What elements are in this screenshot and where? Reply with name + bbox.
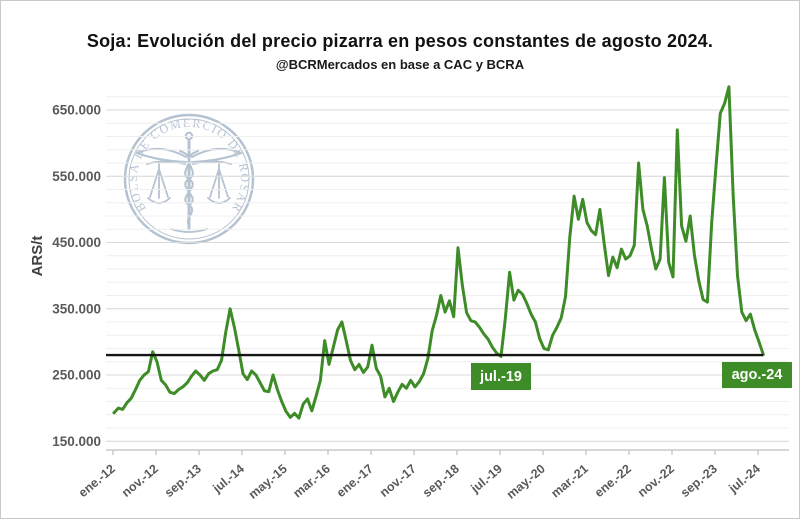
caduceus-snake-1	[179, 150, 194, 226]
callout-ago-24: ago.-24	[722, 362, 792, 388]
bcr-seal-watermark: BOLSA DE COMERCIO DE ROSARIO	[1, 1, 255, 245]
x-tick-label: mar.-16	[290, 462, 333, 501]
x-tick-label: may.-20	[504, 462, 548, 502]
caduceus-wing-left	[136, 147, 187, 163]
x-tick-label: ene.-22	[592, 462, 634, 500]
y-tick-label: 250.000	[52, 368, 101, 383]
y-tick-label: 350.000	[52, 301, 101, 316]
caduceus-icon	[136, 131, 242, 231]
x-tick-label: sep.-18	[420, 462, 462, 500]
x-tick-label: jul.-14	[209, 462, 246, 497]
y-tick-label: 150.000	[52, 434, 101, 449]
x-tick-label: may.-15	[246, 462, 290, 502]
seal-bottom-banner	[170, 228, 208, 233]
x-tick-label: jul.-24	[725, 462, 762, 497]
callout-jul-19: jul.-19	[471, 363, 531, 390]
x-tick-label: nov.-12	[119, 462, 161, 500]
x-tick-label: jul.-19	[467, 462, 504, 497]
x-tick-label: ene.-17	[334, 462, 376, 500]
scale-right-arms	[209, 163, 229, 199]
callout-jul-19-label: jul.-19	[480, 368, 522, 385]
x-tick-label: nov.-22	[635, 462, 677, 500]
y-tick-label: 550.000	[52, 169, 101, 184]
y-tick-label: 650.000	[52, 103, 101, 118]
caduceus-wing-right	[191, 147, 242, 163]
x-tick-label: nov.-17	[377, 462, 419, 500]
scale-left-arms	[149, 163, 169, 199]
x-tick-label: sep.-23	[678, 462, 720, 500]
chart-title: Soja: Evolución del precio pizarra en pe…	[86, 31, 714, 51]
x-tick-label: ene.-12	[76, 462, 118, 500]
callout-ago-24-label: ago.-24	[731, 367, 783, 383]
x-tick-label: sep.-13	[162, 462, 204, 500]
seal-inner-ring	[128, 118, 250, 240]
caduceus-snake-2	[184, 150, 199, 206]
y-tick-label: 450.000	[52, 235, 101, 250]
chart-subtitle: @BCRMercados en base a CAC y BCRA	[275, 57, 525, 72]
x-tick-label: mar.-21	[548, 462, 591, 501]
